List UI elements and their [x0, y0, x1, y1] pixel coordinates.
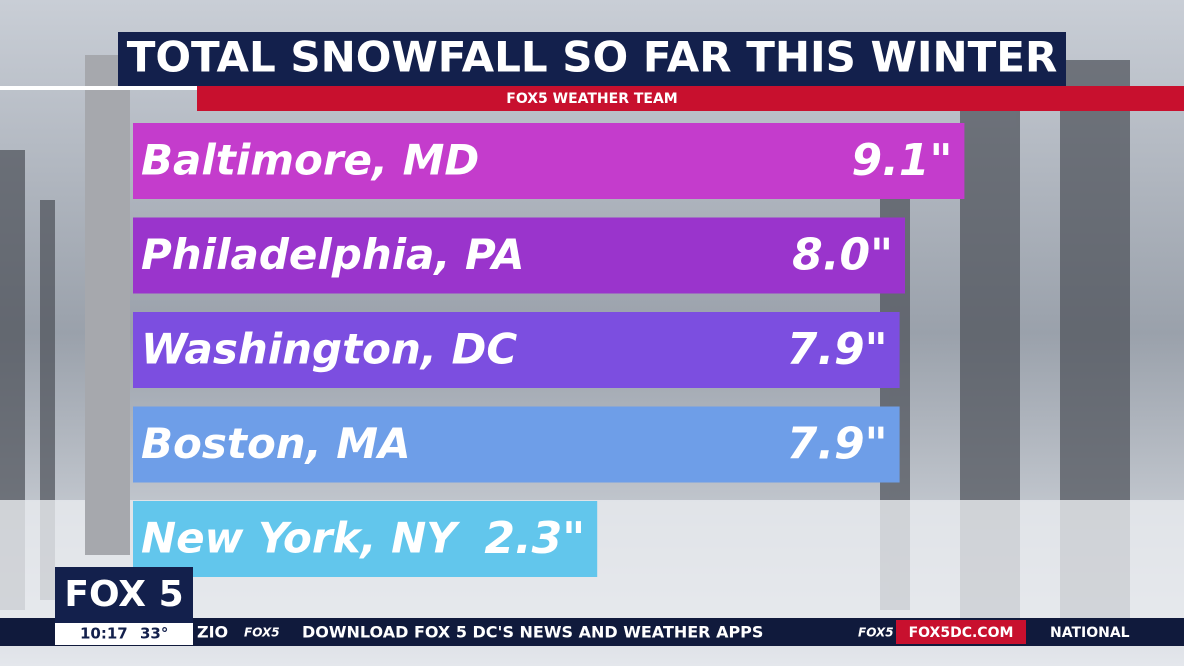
value-label: 2.3" — [484, 513, 585, 564]
category-label: Washington, DC — [141, 325, 517, 374]
bar — [133, 406, 900, 483]
value-label: 7.9" — [787, 419, 888, 470]
time-box — [55, 623, 193, 645]
rule — [0, 86, 197, 90]
ticker-fragment: ZIO — [197, 623, 228, 642]
logo-box — [55, 567, 193, 623]
subtitle-bar — [197, 86, 1184, 111]
ticker-brand-2: FOX5 — [858, 626, 894, 640]
temperature: 33° — [140, 625, 168, 643]
ticker-text: DOWNLOAD FOX 5 DC'S NEWS AND WEATHER APP… — [302, 623, 763, 642]
bar — [133, 312, 900, 388]
bar — [133, 217, 905, 294]
value-label: 9.1" — [852, 135, 953, 186]
category-label: Baltimore, MD — [141, 136, 479, 185]
category-label: Philadelphia, PA — [141, 230, 524, 279]
time: 10:17 — [80, 625, 128, 643]
chart-subtitle: FOX5 WEATHER TEAM — [506, 91, 678, 107]
value-label: 7.9" — [787, 324, 888, 375]
category-label: Boston, MA — [141, 419, 411, 468]
website-box — [896, 620, 1026, 644]
category-label: New York, NY — [141, 514, 460, 563]
bar — [133, 501, 598, 577]
bar — [133, 123, 965, 199]
website: FOX5DC.COM — [909, 625, 1014, 641]
value-label: 8.0" — [792, 230, 893, 281]
title-box — [118, 32, 1066, 86]
section: NATIONAL — [1050, 625, 1130, 641]
ticker-brand: FOX5 — [244, 626, 280, 640]
post — [85, 55, 130, 555]
chart-title: TOTAL SNOWFALL SO FAR THIS WINTER — [127, 33, 1058, 82]
bars: Baltimore, MD 9.1" Philadelphia, PA 8.0" Was… — [133, 123, 965, 577]
logo: FOX 5 — [64, 574, 183, 615]
